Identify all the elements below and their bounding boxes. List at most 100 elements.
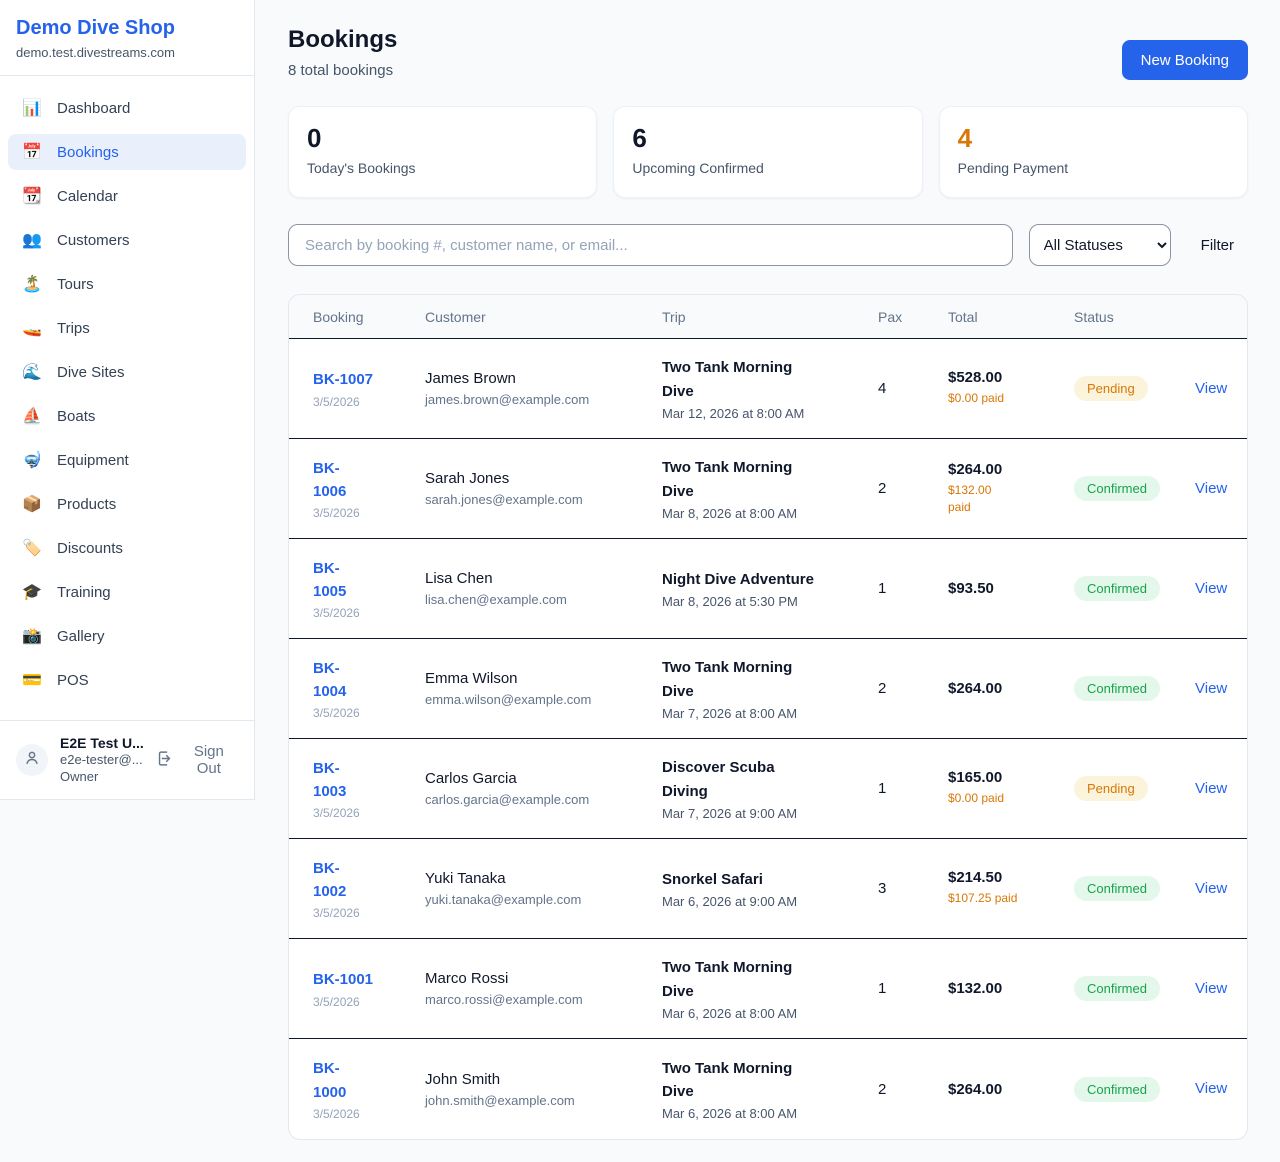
booking-id-link[interactable]: BK-1001 bbox=[313, 971, 374, 989]
customer-name: Lisa Chen bbox=[425, 570, 493, 587]
sidebar-item-label: Bookings bbox=[57, 143, 119, 161]
booking-id-link[interactable]: BK- 1005 bbox=[313, 559, 347, 600]
view-link[interactable]: View bbox=[1195, 1080, 1228, 1097]
pax-count: 1 bbox=[878, 780, 887, 797]
sidebar-item-gallery[interactable]: 📸 Gallery bbox=[8, 618, 246, 654]
stat-card-pending-payment: 4 Pending Payment bbox=[938, 106, 1248, 198]
status-badge: Confirmed bbox=[1074, 1076, 1160, 1102]
brand-domain: demo.test.divestreams.com bbox=[16, 45, 175, 60]
package-icon: 📦 bbox=[22, 496, 42, 513]
diving-mask-icon: 🤿 bbox=[22, 452, 42, 469]
customer-email: carlos.garcia@example.com bbox=[425, 792, 590, 807]
customer-name: James Brown bbox=[425, 370, 516, 387]
sign-out-button[interactable]: Sign Out bbox=[156, 743, 238, 777]
trip-name: Two Tank Morning Dive bbox=[662, 1059, 793, 1100]
view-link[interactable]: View bbox=[1195, 779, 1228, 797]
pax-count: 2 bbox=[878, 1080, 887, 1098]
trip-datetime: Mar 8, 2026 at 5:30 PM bbox=[662, 594, 798, 610]
stat-label: Upcoming Confirmed bbox=[632, 159, 764, 176]
trip-name: Two Tank Morning Dive bbox=[662, 459, 793, 500]
sidebar-item-equipment[interactable]: 🤿 Equipment bbox=[8, 442, 246, 478]
customer-name: John Smith bbox=[425, 1070, 501, 1088]
status-badge: Confirmed bbox=[1074, 876, 1160, 901]
pax-count: 2 bbox=[878, 480, 887, 497]
booking-id-link[interactable]: BK- 1002 bbox=[313, 859, 347, 900]
pax-count: 4 bbox=[878, 380, 887, 397]
filter-button[interactable]: Filter bbox=[1187, 237, 1248, 254]
view-link[interactable]: View bbox=[1195, 879, 1228, 897]
customer-email: james.brown@example.com bbox=[425, 392, 590, 407]
camera-flash-icon: 📸 bbox=[22, 628, 42, 645]
table-row: BK- 1000 3/5/2026 John Smith john.smith@… bbox=[289, 1039, 1247, 1139]
status-badge: Confirmed bbox=[1074, 676, 1160, 701]
booking-id-link[interactable]: BK-1007 bbox=[313, 371, 374, 389]
status-filter-select[interactable]: All Statuses bbox=[1028, 224, 1171, 266]
trip-name: Discover Scuba Diving bbox=[662, 759, 775, 800]
paid-amount: $107.25 paid bbox=[948, 891, 1018, 906]
tag-icon: 🏷️ bbox=[22, 540, 42, 557]
sidebar-item-training[interactable]: 🎓 Training bbox=[8, 574, 246, 610]
stat-card-today-s-bookings: 0 Today's Bookings bbox=[288, 106, 598, 198]
view-link[interactable]: View bbox=[1195, 479, 1228, 497]
sidebar-item-label: Training bbox=[57, 583, 111, 601]
sidebar-item-label: Dive Sites bbox=[57, 363, 125, 381]
sidebar-item-pos[interactable]: 💳 POS bbox=[8, 662, 246, 698]
total-amount: $528.00 bbox=[948, 369, 1003, 387]
status-badge: Confirmed bbox=[1074, 476, 1160, 501]
booking-id-link[interactable]: BK- 1000 bbox=[313, 1060, 347, 1101]
sidebar-item-dashboard[interactable]: 📊 Dashboard bbox=[8, 90, 246, 126]
bookings-table: Booking Customer Trip Pax Total Status BK-100… bbox=[288, 294, 1248, 1140]
sidebar-item-products[interactable]: 📦 Products bbox=[8, 486, 246, 522]
view-link[interactable]: View bbox=[1195, 679, 1228, 697]
trip-name: Two Tank Morning Dive bbox=[662, 659, 793, 700]
new-booking-button[interactable]: New Booking bbox=[1121, 40, 1248, 80]
sidebar-item-boats[interactable]: ⛵ Boats bbox=[8, 398, 246, 434]
logout-icon bbox=[156, 750, 173, 771]
view-link[interactable]: View bbox=[1195, 379, 1228, 397]
customer-name: Carlos Garcia bbox=[425, 770, 517, 787]
customer-email: lisa.chen@example.com bbox=[425, 592, 567, 607]
sidebar-item-trips[interactable]: 🚤 Trips bbox=[8, 310, 246, 346]
sidebar-item-discounts[interactable]: 🏷️ Discounts bbox=[8, 530, 246, 566]
total-amount: $165.00 bbox=[948, 769, 1003, 787]
view-link[interactable]: View bbox=[1195, 979, 1228, 997]
status-badge: Confirmed bbox=[1074, 976, 1160, 1001]
sidebar: Demo Dive Shop demo.test.divestreams.com… bbox=[0, 0, 255, 800]
search-input[interactable] bbox=[288, 224, 1013, 266]
user-name: E2E Test U... bbox=[60, 735, 144, 752]
status-badge: Pending bbox=[1074, 776, 1148, 801]
booking-id-link[interactable]: BK- 1006 bbox=[313, 459, 347, 500]
customer-name: Sarah Jones bbox=[425, 470, 510, 487]
column-header-pax: Pax bbox=[878, 308, 903, 325]
sidebar-item-label: Dashboard bbox=[57, 99, 131, 117]
trip-name: Two Tank Morning Dive bbox=[662, 959, 793, 1000]
trip-datetime: Mar 6, 2026 at 8:00 AM bbox=[662, 1005, 798, 1021]
sidebar-nav: 📊 Dashboard 📅 Bookings 📆 Calendar 👥 Cust… bbox=[0, 76, 254, 698]
booking-id-link[interactable]: BK- 1004 bbox=[313, 659, 347, 700]
sidebar-item-dive-sites[interactable]: 🌊 Dive Sites bbox=[8, 354, 246, 390]
sidebar-item-bookings[interactable]: 📅 Bookings bbox=[8, 134, 246, 170]
stat-label: Pending Payment bbox=[957, 159, 1069, 176]
customer-email: john.smith@example.com bbox=[425, 1092, 575, 1108]
user-email: e2e-tester@... bbox=[60, 752, 143, 768]
sidebar-item-label: Boats bbox=[57, 407, 96, 425]
booking-id-link[interactable]: BK- 1003 bbox=[313, 759, 347, 800]
booking-date: 3/5/2026 bbox=[313, 706, 360, 721]
brand-name[interactable]: Demo Dive Shop bbox=[16, 17, 175, 39]
booking-date: 3/5/2026 bbox=[313, 394, 360, 409]
column-header-total: Total bbox=[948, 308, 978, 325]
graduation-cap-icon: 🎓 bbox=[22, 584, 42, 601]
sidebar-item-calendar[interactable]: 📆 Calendar bbox=[8, 178, 246, 214]
booking-date: 3/5/2026 bbox=[313, 806, 360, 821]
view-link[interactable]: View bbox=[1195, 579, 1228, 597]
trip-datetime: Mar 7, 2026 at 9:00 AM bbox=[662, 805, 798, 821]
sidebar-item-customers[interactable]: 👥 Customers bbox=[8, 222, 246, 258]
sidebar-item-tours[interactable]: 🏝️ Tours bbox=[8, 266, 246, 302]
sidebar-item-label: Calendar bbox=[57, 187, 118, 205]
customer-email: marco.rossi@example.com bbox=[425, 992, 583, 1007]
pax-count: 1 bbox=[878, 980, 887, 997]
booking-date: 3/5/2026 bbox=[313, 994, 360, 1009]
column-header-customer: Customer bbox=[425, 308, 486, 325]
sidebar-item-label: POS bbox=[57, 671, 89, 689]
speedboat-icon: 🚤 bbox=[22, 320, 42, 337]
